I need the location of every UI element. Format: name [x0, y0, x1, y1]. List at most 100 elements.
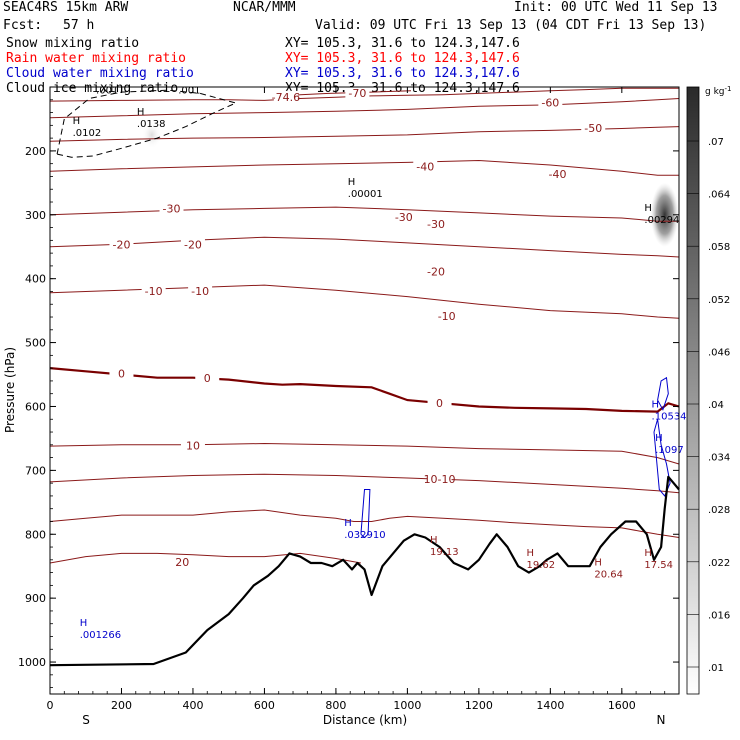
contour-labels: -74.6 -70 -60 -50 -40 -40 -30 -30 -30 -20 -20 -20 -1… [109, 87, 606, 569]
max-marker-cloud: H [652, 400, 660, 411]
y-tick-label: 400 [25, 273, 46, 286]
max-marker-cloud: H [655, 433, 663, 444]
x-tick-label: 600 [254, 699, 275, 712]
y-tick-label: 500 [25, 337, 46, 350]
colorbar-level: .028 [708, 505, 730, 516]
contour-label: -10 [145, 285, 163, 298]
contour-label-bg [195, 371, 220, 384]
cloud-water-contour-1 [657, 376, 669, 411]
colorbar-unit: g kg-1 [705, 85, 731, 97]
y-axis-label: Pressure (hPa) [3, 347, 17, 433]
contour-label-bg [188, 285, 213, 298]
colorbar-level: .046 [708, 347, 730, 358]
x-tick-label: 1400 [536, 699, 564, 712]
contour-label-bg [423, 265, 448, 278]
max-marker-snow: H [137, 107, 145, 118]
y-tick-label: 200 [25, 145, 46, 158]
contour-label: -10 [438, 310, 456, 323]
contour-label: -70 [348, 87, 366, 100]
max-value-cloud: .1097 [655, 445, 684, 456]
y-tick-label: 700 [25, 464, 46, 477]
contour-label: -60 [541, 97, 559, 110]
contour-label-bg [159, 202, 184, 215]
legend-cloud-xy: XY= 105.3, 31.6 to 124.3,147.6 [285, 66, 520, 81]
snow-contour-label: .001 [178, 85, 200, 96]
max-value-cloud: .105345 [652, 412, 693, 423]
model-title: SEAC4RS 15km ARW [3, 0, 129, 15]
temperature-contour-12 [49, 552, 361, 564]
contour-label: -40 [416, 161, 434, 174]
max-marker-rain: H [526, 548, 534, 559]
contour-label-bg [581, 122, 606, 135]
x-tick-label: 200 [111, 699, 132, 712]
temperature-contour-10 [49, 473, 680, 494]
temperature-contour-2 [49, 98, 680, 119]
x-tick-label: 1200 [465, 699, 493, 712]
max-value-rain: 20.64 [594, 569, 623, 580]
plot-frame [49, 86, 680, 695]
colorbar-fill [686, 86, 700, 695]
legend-snow-xy: XY= 105.3, 31.6 to 124.3,147.6 [285, 36, 520, 51]
contour-label-bg [170, 556, 195, 569]
legend-snow-label: Snow mixing ratio [6, 36, 140, 51]
contour-label-bg [180, 439, 205, 452]
temperature-contour-9 [49, 442, 680, 465]
max-marker-ice: H [348, 177, 356, 188]
temperature-contour-4 [49, 159, 679, 176]
ice-shading-layer [141, 120, 679, 247]
contour-label-bg [434, 310, 459, 323]
max-marker-cloud: H [80, 618, 88, 629]
contour-label-bg [545, 168, 570, 181]
legend-cloud-label: Cloud water mixing ratio [6, 66, 194, 81]
cloud-water-contour-0 [360, 489, 371, 539]
max-marker-rain: H [594, 557, 602, 568]
colorbar-unit-text: g kg [705, 87, 725, 97]
colorbar: g kg-1 .01 .016 .022 .028 .034 .04 .046 .052 .05… [686, 85, 731, 695]
x-tick-label: 800 [325, 699, 346, 712]
contour-label-bg [423, 218, 448, 231]
cloud-water-contours [360, 376, 671, 539]
contour-label: -40 [549, 168, 567, 181]
y-tick-label: 800 [25, 528, 46, 541]
x-tick-label: 1600 [608, 699, 636, 712]
contour-label-bg [391, 210, 416, 223]
contour-label-bg [427, 472, 452, 485]
legend-rain-xy: XY= 105.3, 31.6 to 124.3,147.6 [285, 51, 520, 66]
max-value-cloud: .001266 [80, 630, 121, 641]
contour-label-bg [345, 87, 370, 100]
contour-label-bg [141, 285, 166, 298]
contour-label-bg [273, 90, 298, 103]
max-value-rain: 19.13 [430, 547, 459, 558]
contour-label: 10-10 [424, 473, 456, 486]
contour-label: -10 [191, 285, 209, 298]
contour-label: -30 [395, 211, 413, 224]
legend-rain-label: Rain water mixing ratio [6, 51, 187, 66]
y-tick-label: 1000 [18, 656, 46, 669]
max-value-rain: 19.62 [526, 560, 555, 571]
colorbar-level: .022 [708, 558, 730, 569]
contour-label-bg [413, 160, 438, 173]
contour-label-bg [427, 396, 452, 409]
x-axis-label: Distance (km) [323, 713, 407, 727]
colorbar-level: .07 [708, 137, 724, 148]
contour-label: 20 [175, 556, 189, 569]
end-label-right: N [657, 713, 666, 727]
temperature-contour-11 [49, 509, 680, 538]
contour-label: -30 [427, 218, 445, 231]
max-marker-snow: H [73, 116, 81, 127]
contour-label-bg [109, 238, 134, 251]
x-tick-label: 400 [182, 699, 203, 712]
colorbar-unit-sup: -1 [725, 85, 732, 93]
contour-label: -20 [184, 238, 202, 251]
max-value-ice: .00001 [348, 189, 383, 200]
x-tick-label: 0 [47, 699, 54, 712]
maxima-markers: H.0102H.0138H.00001H.00294H.105345H.1097… [73, 107, 693, 641]
y-tick-label: 900 [25, 592, 46, 605]
temperature-contour-5 [49, 206, 679, 222]
temperature-contour-8 [49, 367, 680, 413]
x-tick-label: 1000 [393, 699, 421, 712]
y-tick-label: 600 [25, 400, 46, 413]
contour-label-bg [538, 96, 563, 109]
